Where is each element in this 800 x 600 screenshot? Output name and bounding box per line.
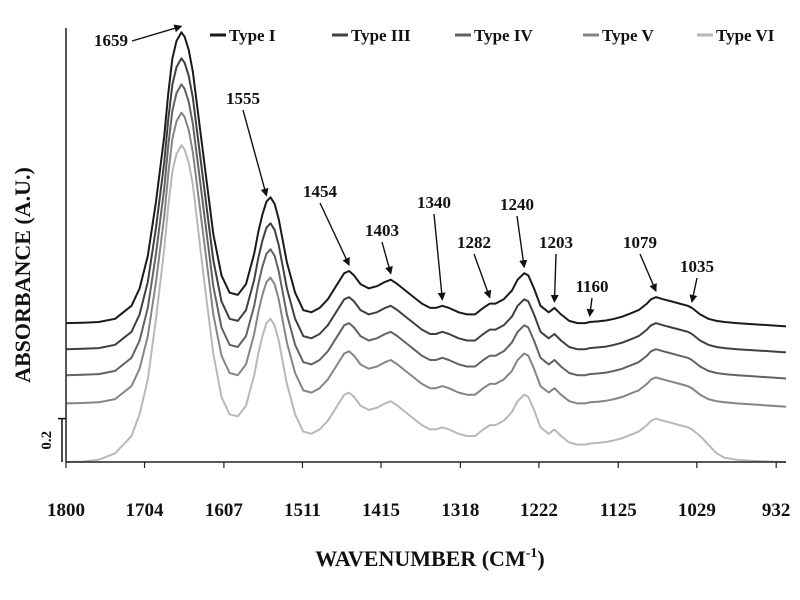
y-axis-title: ABSORBANCE (A.U.): [10, 167, 35, 383]
peak-label: 1079: [623, 233, 657, 252]
peak-label: 1454: [303, 182, 338, 201]
peak-label: 1555: [226, 89, 260, 108]
peak-label: 1340: [417, 193, 451, 212]
legend: Type I Type III Type IV Type V Type VI: [210, 26, 775, 45]
peak-arrow: [381, 241, 393, 275]
x-tick-label: 932: [762, 500, 791, 521]
legend-label: Type IV: [474, 26, 533, 45]
x-axis-title: WAVENUMBER (CM-1): [315, 546, 544, 571]
legend-label: Type I: [229, 26, 276, 45]
x-tick-label: 1800: [47, 500, 85, 521]
x-tick-label: 1125: [600, 500, 637, 521]
series-line-type-iv: [65, 83, 787, 380]
peak-arrow: [516, 215, 528, 269]
legend-label: Type V: [602, 26, 655, 45]
peak-label: 1203: [539, 233, 573, 252]
peak-label: 1160: [575, 277, 608, 296]
x-tick-label: 1318: [441, 500, 479, 521]
spectra-curves: [65, 31, 787, 463]
x-axis-title-close: ): [537, 546, 544, 571]
x-tick-label: 1415: [362, 500, 400, 521]
x-tick-labels: 1800 1704 1607 1511 1415 1318 1222 1125 1029 932: [47, 462, 790, 521]
scale-bar-label: 0.2: [39, 431, 55, 450]
peak-arrow: [242, 109, 269, 197]
peak-label: 1240: [500, 195, 534, 214]
x-axis-title-main: WAVENUMBER (CM: [315, 546, 526, 571]
peak-arrow: [550, 253, 559, 303]
x-axis-title-sup: -1: [526, 546, 538, 561]
x-tick-label: 1222: [520, 500, 558, 521]
x-tick-label: 1607: [205, 500, 244, 521]
peak-label: 1403: [365, 221, 399, 240]
peak-label: 1282: [457, 233, 491, 252]
peak-arrow: [319, 202, 350, 266]
x-tick-label: 1029: [678, 500, 716, 521]
peak-arrow: [689, 277, 698, 303]
scale-bar: 0.2: [39, 417, 66, 462]
axes: [65, 28, 786, 463]
series-line-type-vi: [65, 144, 787, 463]
peak-label: 1659: [94, 31, 128, 50]
legend-label: Type III: [351, 26, 411, 45]
peak-arrow: [131, 24, 183, 42]
peak-arrow: [586, 297, 595, 318]
peak-arrow: [473, 253, 492, 299]
x-tick-label: 1704: [126, 500, 165, 521]
series-line-type-i: [65, 31, 787, 328]
peak-annotations: 1659 1555 1454 1403 1340 1282 1240 1203 1160 1079…: [94, 24, 714, 318]
peak-arrow: [433, 213, 446, 301]
legend-label: Type VI: [716, 26, 775, 45]
x-tick-label: 1511: [284, 500, 321, 521]
series-line-type-v: [65, 111, 787, 408]
series-line-type-iii: [65, 57, 787, 354]
peak-label: 1035: [680, 257, 714, 276]
peak-arrow: [639, 253, 657, 292]
